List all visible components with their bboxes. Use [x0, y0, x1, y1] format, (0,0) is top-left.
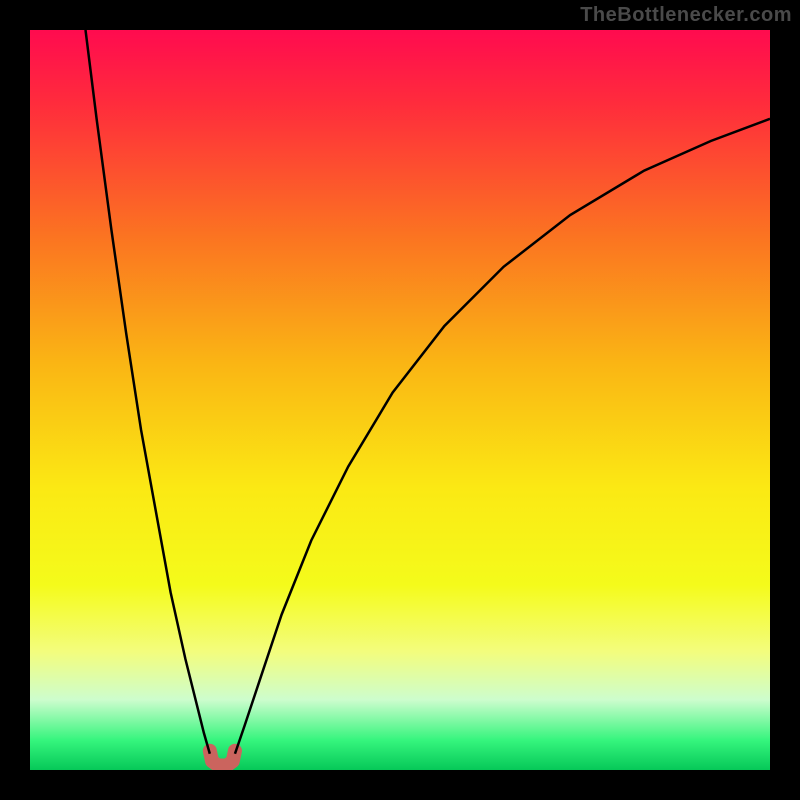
chart-svg: [30, 30, 770, 770]
chart-frame: TheBottlenecker.com: [0, 0, 800, 800]
watermark-text: TheBottlenecker.com: [580, 4, 792, 27]
plot-area: [30, 30, 770, 770]
gradient-background: [30, 30, 770, 770]
